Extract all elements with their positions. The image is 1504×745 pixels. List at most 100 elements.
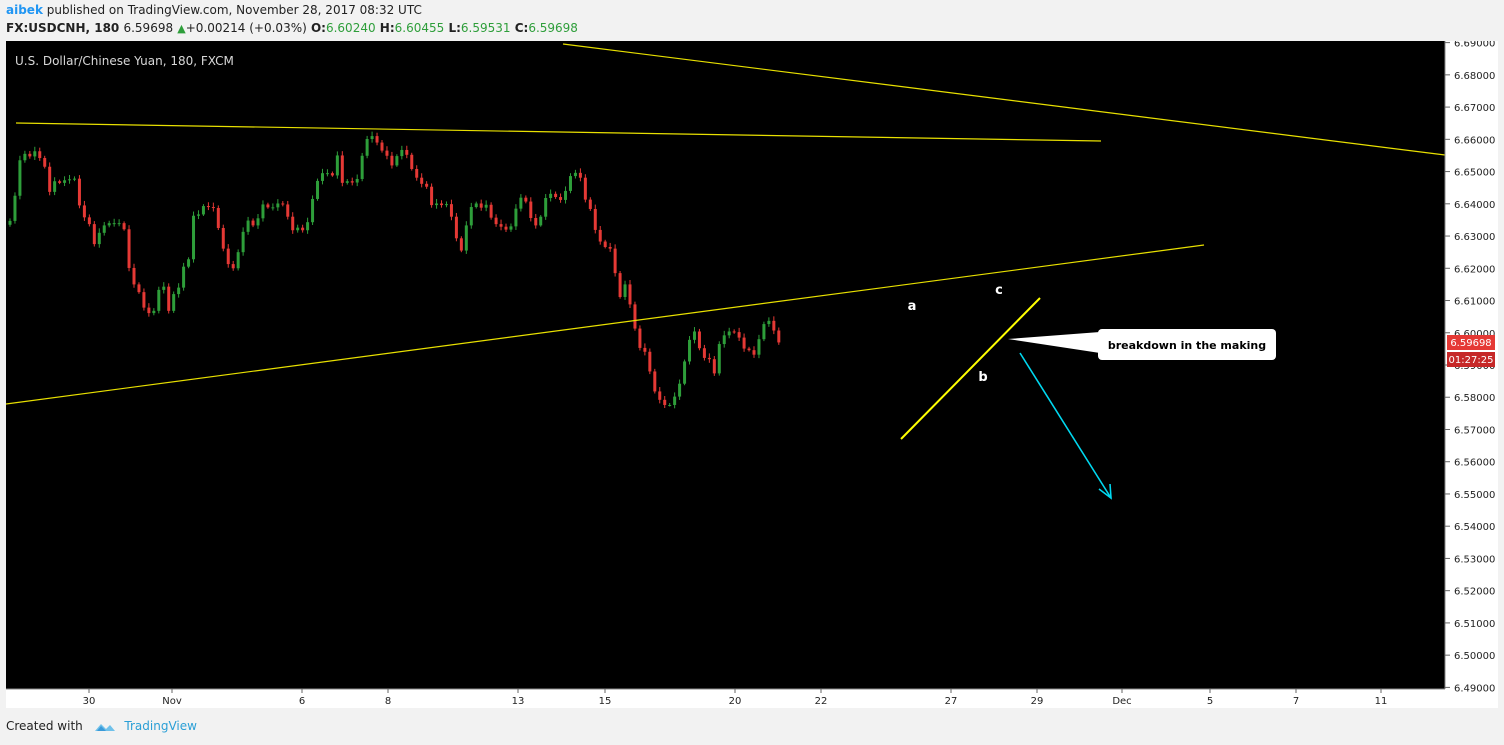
candle [737, 327, 741, 342]
candle-body [221, 227, 225, 249]
candle [772, 316, 776, 335]
candle [196, 210, 200, 220]
chart-area[interactable]: a b c breakdown in the making U.S. Dolla… [6, 41, 1498, 708]
price-tick-label: 6.58000 [1454, 393, 1495, 404]
long-trendline[interactable] [562, 43, 1446, 156]
time-tick-label: 30 [83, 696, 96, 707]
candle-body [767, 320, 771, 325]
candle [717, 341, 721, 376]
price-tick-label: 6.52000 [1454, 587, 1495, 598]
candle [33, 146, 37, 160]
wedge-support-line[interactable] [900, 297, 1041, 440]
candle-body [107, 223, 111, 226]
time-axis-bg [6, 689, 1445, 708]
candle-body [301, 227, 305, 231]
candle-body [603, 241, 607, 248]
candle [777, 327, 781, 345]
candle-body [633, 304, 637, 329]
tradingview-link[interactable]: TradingView [124, 719, 197, 733]
candle-body [177, 287, 181, 295]
high-label: H: [379, 21, 395, 35]
tradingview-logo-icon[interactable] [93, 720, 117, 734]
candle [459, 236, 463, 253]
candle-body [167, 286, 171, 311]
candle-body [648, 351, 652, 372]
candle [320, 168, 324, 185]
upper-trendline[interactable] [15, 122, 1102, 142]
candle [48, 162, 52, 196]
price-tick-label: 6.61000 [1454, 297, 1495, 308]
candles-layer [8, 131, 781, 409]
candle [658, 387, 662, 404]
candle-body [226, 248, 230, 265]
candle [588, 197, 592, 211]
candle-body [742, 337, 746, 349]
candle-body [598, 229, 602, 242]
candle [87, 214, 91, 227]
candle-body [127, 229, 131, 268]
candle-body [311, 198, 315, 223]
candle [147, 303, 151, 317]
candle-body [206, 206, 210, 208]
candle-body [583, 177, 587, 200]
candle-body [613, 248, 617, 274]
candle-body [464, 225, 468, 251]
candle [291, 212, 295, 234]
candle-body [97, 232, 101, 245]
candle [509, 223, 513, 232]
candle-body [18, 160, 22, 196]
time-axis[interactable]: 30 Nov 6 8 13 15 20 22 27 29 Dec 5 7 11 [6, 688, 1445, 708]
candle-body [683, 361, 687, 384]
candle-body [306, 222, 310, 231]
candle-body [425, 183, 429, 187]
candle-body [559, 197, 563, 200]
candle-body [772, 320, 776, 331]
footer: Created with TradingView [6, 719, 197, 734]
candle [335, 151, 339, 179]
candle [524, 195, 528, 204]
candle-body [435, 203, 439, 206]
candle [534, 213, 538, 229]
candle-body [385, 150, 389, 156]
candle-body [732, 331, 736, 333]
candle-body [593, 208, 597, 230]
candle [72, 176, 76, 182]
candle [454, 212, 458, 242]
price-tick-label: 6.62000 [1454, 264, 1495, 275]
candle [767, 317, 771, 327]
price-axis[interactable]: 6.69000 6.68000 6.67000 6.66000 6.65000 6.640… [1444, 41, 1498, 708]
candle-body [529, 201, 533, 218]
candle-body [256, 218, 260, 226]
candle [53, 177, 57, 196]
price-tick-label: 6.60000 [1454, 329, 1495, 340]
candle-body [325, 173, 329, 175]
lower-trendline[interactable] [6, 244, 1205, 405]
candle [608, 242, 612, 252]
candle-body [554, 193, 558, 198]
candle-body [692, 331, 696, 340]
candle [678, 379, 682, 400]
candle [559, 193, 563, 203]
candle [568, 173, 572, 194]
candle-body [246, 220, 250, 232]
candle [345, 179, 349, 185]
candle-body [494, 217, 498, 225]
candle [63, 176, 67, 187]
wave-label-b: b [978, 370, 987, 385]
candle [206, 202, 210, 211]
callout[interactable]: breakdown in the making [1008, 329, 1276, 360]
candle-body [578, 172, 582, 178]
candle [613, 244, 617, 277]
low-label: L: [448, 21, 461, 35]
candle-body [345, 181, 349, 183]
author-link[interactable]: aibek [6, 3, 43, 17]
price-chart[interactable]: a b c breakdown in the making U.S. Dolla… [6, 41, 1498, 708]
candle-body [340, 155, 344, 183]
candle [484, 200, 488, 212]
candle-body [211, 207, 215, 209]
candle [301, 224, 305, 233]
candle [330, 171, 334, 177]
candle [226, 244, 230, 268]
symbol-info: FX:USDCNH, 180 6.59698 ▲+0.00214 (+0.03%… [6, 21, 578, 35]
candle-body [702, 348, 706, 358]
